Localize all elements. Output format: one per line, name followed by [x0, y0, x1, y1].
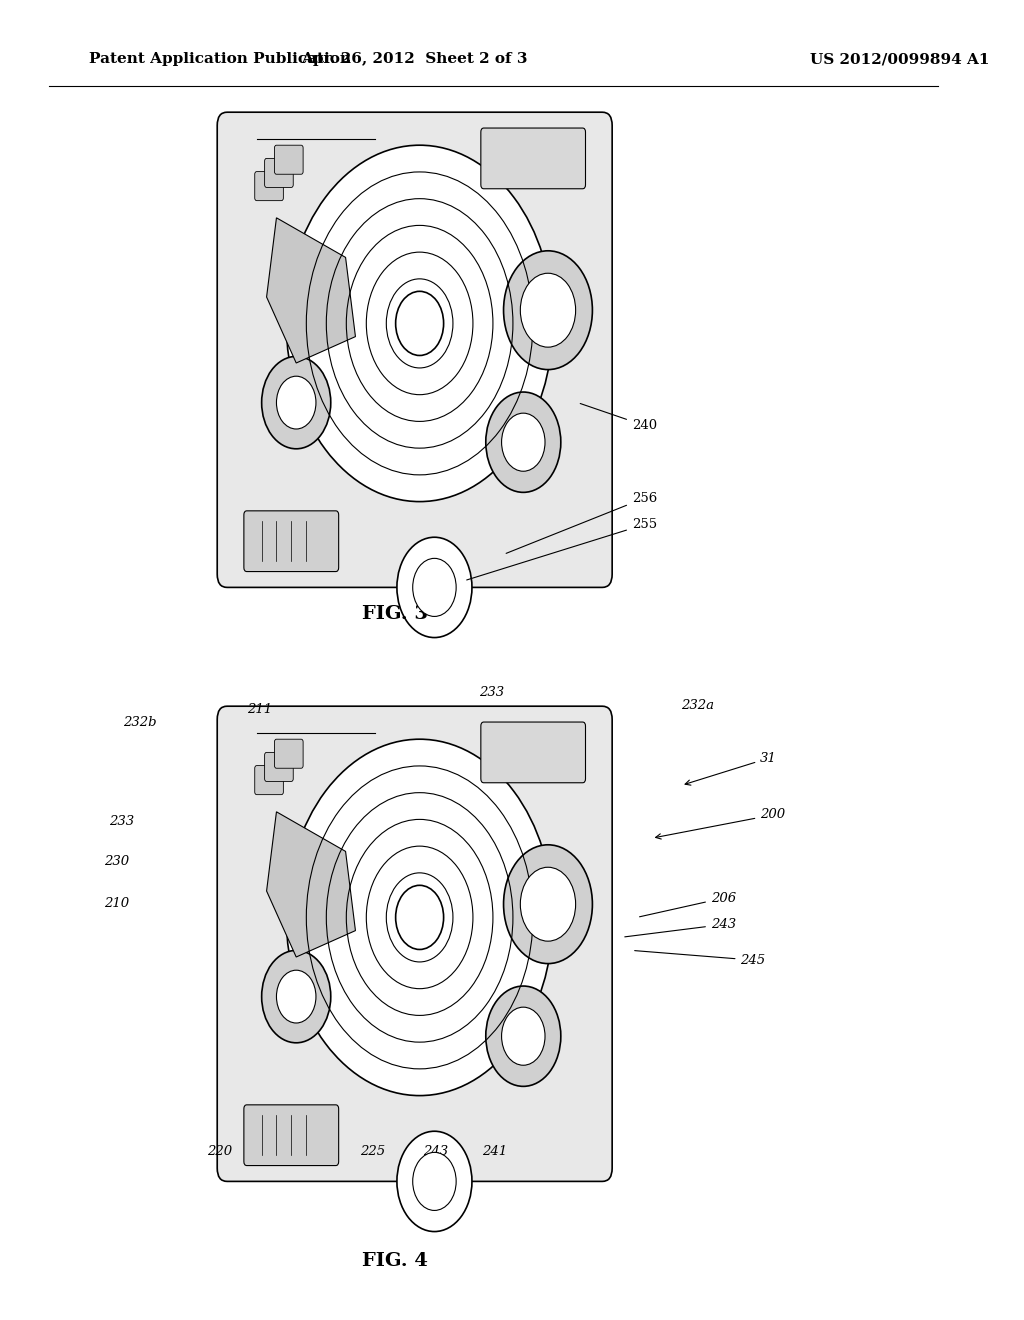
Text: Patent Application Publication: Patent Application Publication — [89, 53, 351, 66]
FancyBboxPatch shape — [217, 112, 612, 587]
Text: 240: 240 — [581, 404, 657, 432]
Circle shape — [276, 376, 316, 429]
Text: 210: 210 — [103, 896, 129, 909]
Circle shape — [287, 145, 553, 502]
Text: 256: 256 — [506, 491, 657, 553]
FancyBboxPatch shape — [217, 706, 612, 1181]
Text: 232a: 232a — [681, 698, 715, 711]
Circle shape — [504, 251, 593, 370]
Text: 241: 241 — [482, 1144, 507, 1158]
Text: 255: 255 — [467, 517, 657, 579]
Circle shape — [520, 273, 575, 347]
Text: 245: 245 — [635, 950, 766, 966]
Polygon shape — [266, 812, 355, 957]
Text: Apr. 26, 2012  Sheet 2 of 3: Apr. 26, 2012 Sheet 2 of 3 — [301, 53, 528, 66]
Circle shape — [502, 1007, 545, 1065]
Circle shape — [520, 867, 575, 941]
FancyBboxPatch shape — [264, 158, 293, 187]
Polygon shape — [266, 218, 355, 363]
Text: FIG. 3: FIG. 3 — [361, 605, 428, 623]
FancyBboxPatch shape — [481, 128, 586, 189]
FancyBboxPatch shape — [255, 766, 284, 795]
FancyBboxPatch shape — [481, 722, 586, 783]
Text: 233: 233 — [479, 685, 504, 698]
Circle shape — [502, 413, 545, 471]
Text: 220: 220 — [207, 1144, 232, 1158]
Circle shape — [395, 292, 443, 355]
Text: 243: 243 — [423, 1144, 447, 1158]
Circle shape — [413, 1152, 456, 1210]
Text: 230: 230 — [103, 854, 129, 867]
FancyBboxPatch shape — [274, 145, 303, 174]
FancyBboxPatch shape — [244, 1105, 339, 1166]
Text: 243: 243 — [625, 917, 736, 937]
FancyBboxPatch shape — [274, 739, 303, 768]
Circle shape — [397, 1131, 472, 1232]
Text: US 2012/0099894 A1: US 2012/0099894 A1 — [810, 53, 989, 66]
Circle shape — [262, 356, 331, 449]
Circle shape — [276, 970, 316, 1023]
Text: 31: 31 — [685, 751, 777, 785]
Text: 206: 206 — [640, 891, 736, 917]
Circle shape — [262, 950, 331, 1043]
Text: 232b: 232b — [124, 715, 157, 729]
FancyBboxPatch shape — [255, 172, 284, 201]
Text: 233: 233 — [109, 814, 134, 828]
Circle shape — [397, 537, 472, 638]
Text: 211: 211 — [247, 702, 272, 715]
Circle shape — [504, 845, 593, 964]
Text: 225: 225 — [360, 1144, 385, 1158]
Circle shape — [287, 739, 553, 1096]
Circle shape — [413, 558, 456, 616]
FancyBboxPatch shape — [244, 511, 339, 572]
Text: FIG. 4: FIG. 4 — [362, 1251, 428, 1270]
Circle shape — [395, 886, 443, 949]
Circle shape — [485, 986, 561, 1086]
Text: 200: 200 — [655, 808, 785, 840]
Circle shape — [485, 392, 561, 492]
FancyBboxPatch shape — [264, 752, 293, 781]
